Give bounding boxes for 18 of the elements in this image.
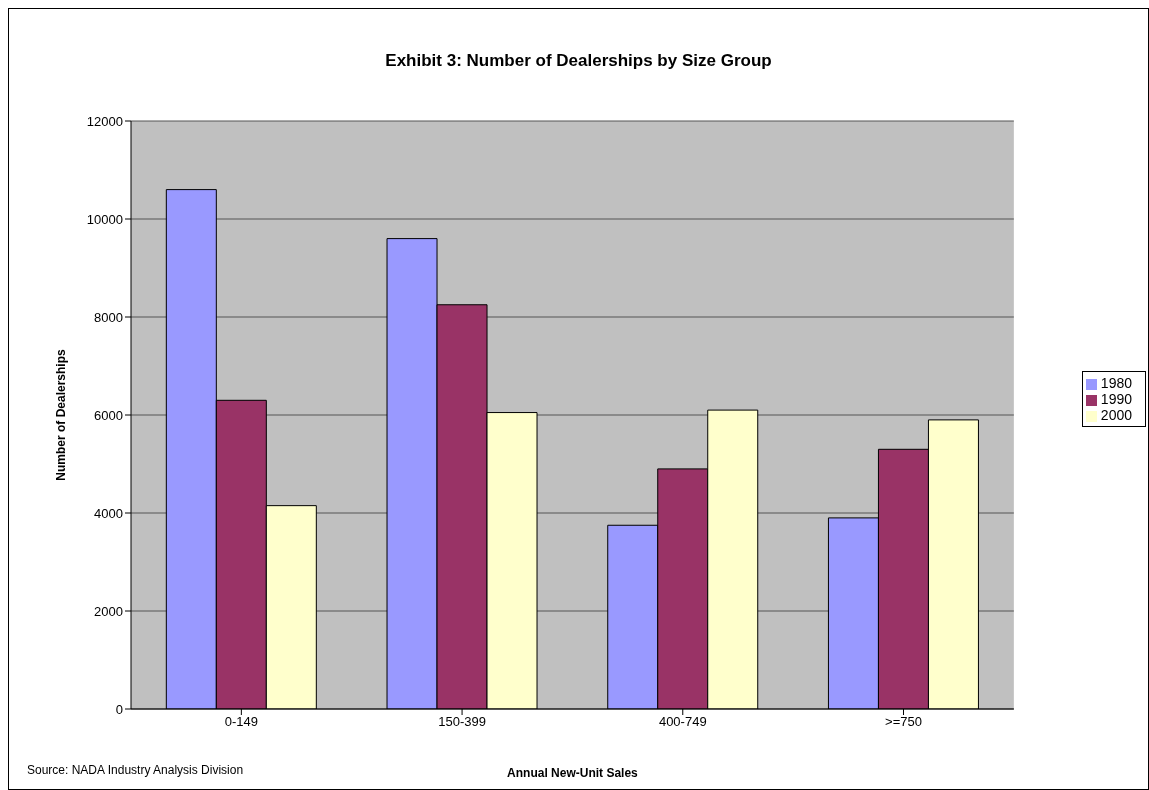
x-tick-label: >=750 — [885, 714, 922, 730]
y-tick-label: 12000 — [86, 113, 123, 129]
y-tick-label: 2000 — [94, 603, 123, 619]
x-tick-label: 150-399 — [438, 714, 486, 730]
y-tick-label: 4000 — [94, 505, 123, 521]
y-axis-title: Number of Dealerships — [54, 348, 69, 481]
y-tick-label: 10000 — [86, 211, 123, 227]
y-tick-label: 0 — [115, 701, 123, 717]
legend-label: 2000 — [1100, 407, 1132, 423]
y-tick-label: 6000 — [94, 407, 123, 423]
legend-label: 1990 — [1100, 391, 1132, 407]
x-tick-label: 0-149 — [224, 714, 258, 730]
x-axis-title: Annual New-Unit Sales — [507, 766, 639, 780]
source-note: Source: NADA Industry Analysis Division — [27, 763, 244, 777]
chart-title: Exhibit 3: Number of Dealerships by Size Group — [384, 51, 773, 71]
y-tick-label: 8000 — [94, 309, 123, 325]
x-tick-label: 400-749 — [658, 714, 707, 730]
legend-label: 1980 — [1100, 375, 1132, 391]
